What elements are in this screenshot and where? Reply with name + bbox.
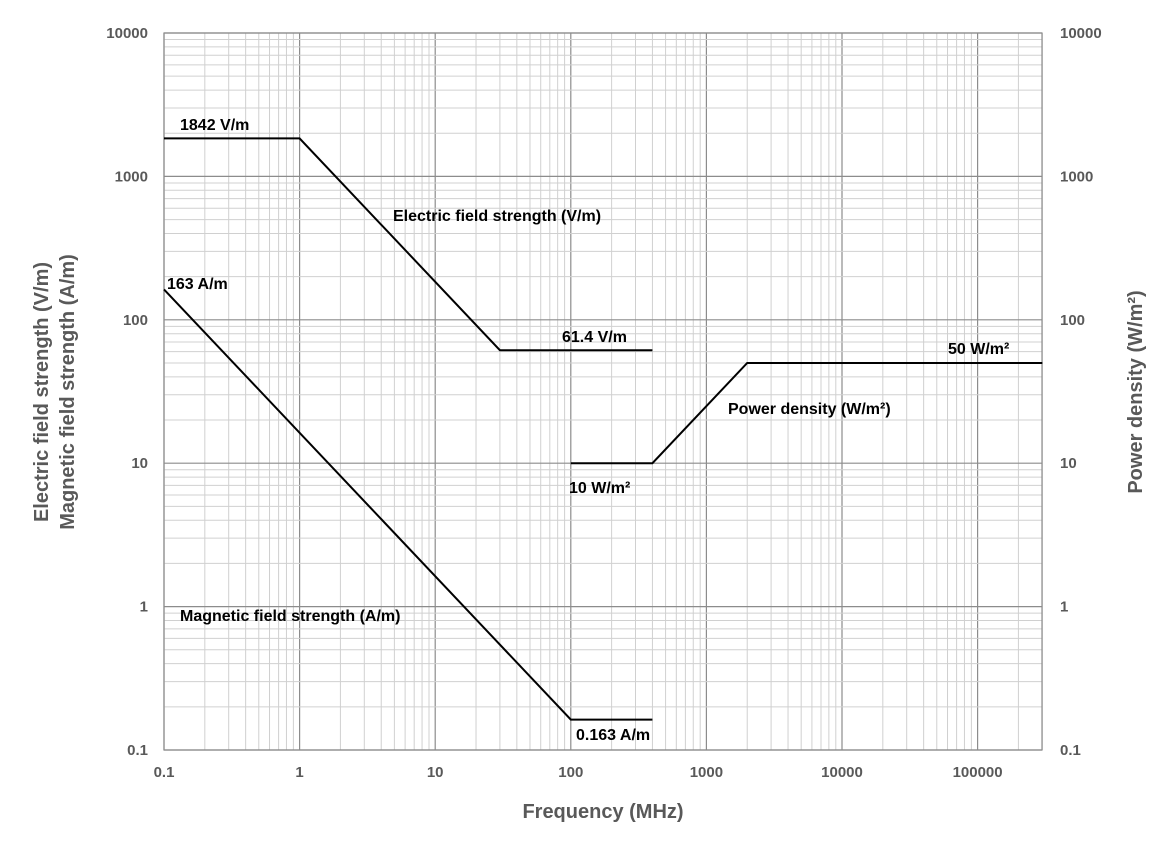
axis-title-layer: Frequency (MHz) Electric field strength … [31, 254, 1147, 823]
y2-tick-label: 100 [1060, 312, 1085, 329]
y-tick-label: 0.1 [127, 742, 148, 759]
y-tick-label: 10000 [106, 25, 148, 42]
annotation-163-am: 163 A/m [167, 276, 228, 293]
plot-frame [163, 32, 1043, 751]
x-tick-label: 0.1 [154, 764, 175, 781]
y-axis-title-line-1: Electric field strength (V/m) [31, 262, 53, 522]
y2-axis-title: Power density (W/m²) [1125, 290, 1147, 493]
annotation-power-density-label: Power density (W/m²) [728, 401, 891, 418]
x-tick-label: 100 [558, 764, 583, 781]
y-tick-label: 1000 [115, 168, 148, 185]
grid-layer [163, 32, 1043, 751]
x-tick-label: 10000 [821, 764, 863, 781]
tick-layer: 0.1 1 10 100 1000 10000 1000000.11101001000100… [106, 25, 1101, 781]
y2-tick-label: 1000 [1060, 168, 1093, 185]
y-tick-label: 1 [140, 599, 148, 616]
series-layer [163, 137, 1043, 721]
annotation-electric-field-label: Electric field strength (V/m) [393, 208, 601, 225]
annotation-1842-vm: 1842 V/m [180, 117, 249, 134]
y2-tick-label: 1 [1060, 599, 1068, 616]
annotation-50-wm2: 50 W/m² [948, 341, 1009, 358]
annotation-magnetic-field-label: Magnetic field strength (A/m) [180, 608, 400, 625]
x-axis-title: Frequency (MHz) [522, 801, 683, 823]
series-line-electric-field [164, 137, 653, 352]
annotation-10-wm2: 10 W/m² [569, 480, 630, 497]
x-tick-label: 1000 [690, 764, 723, 781]
x-tick-label: 1 [295, 764, 303, 781]
series-line-power-density [570, 362, 1043, 465]
y-tick-label: 10 [131, 455, 148, 472]
annotation-layer: 1842 V/m Electric field strength (V/m) 1… [167, 117, 1009, 744]
y-tick-label: 100 [123, 312, 148, 329]
y2-tick-label: 10 [1060, 455, 1077, 472]
series-line-magnetic-field [163, 288, 653, 721]
y2-tick-label: 10000 [1060, 25, 1102, 42]
x-tick-label: 10 [427, 764, 444, 781]
y-axis-title-line-2: Magnetic field strength (A/m) [57, 254, 79, 530]
annotation-0-163-am: 0.163 A/m [576, 727, 650, 744]
annotation-61-4-vm: 61.4 V/m [562, 329, 627, 346]
y2-tick-label: 0.1 [1060, 742, 1081, 759]
x-tick-label: 100000 [953, 764, 1003, 781]
